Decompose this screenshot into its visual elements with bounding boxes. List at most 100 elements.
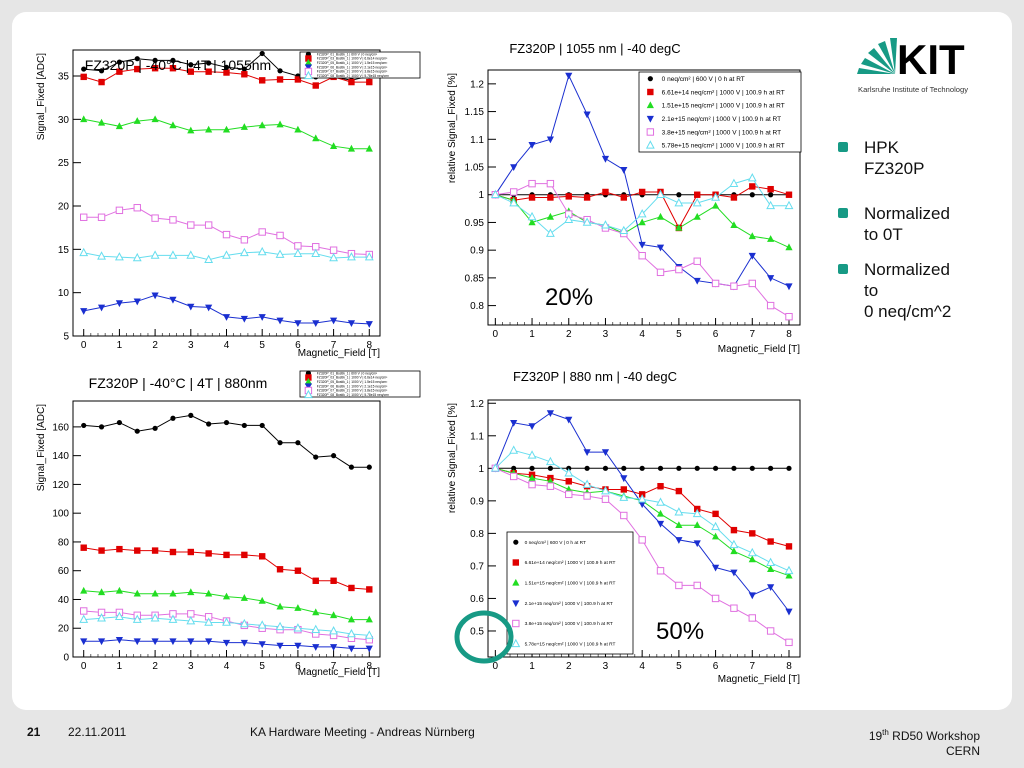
legend-label: FZ320P_01_Bostik_1 | 600 V | 0 neq/cm² xyxy=(317,371,378,375)
data-point xyxy=(693,257,701,265)
legend-box xyxy=(638,71,802,153)
y-tick-label: 160 xyxy=(52,422,69,433)
data-point xyxy=(675,265,683,274)
data-point xyxy=(747,173,757,182)
data-point xyxy=(188,62,194,68)
x-tick-label: 3 xyxy=(603,661,609,672)
x-tick-label: 0 xyxy=(493,329,499,340)
data-point xyxy=(510,419,518,427)
data-point xyxy=(205,68,212,75)
x-axis-label: Magnetic_Field [T] xyxy=(718,344,800,355)
legend-label: FZ320P_01_Bostik_1 | 600 V | 0 neq/cm² xyxy=(317,52,378,56)
data-point xyxy=(206,421,212,427)
data-point xyxy=(241,71,248,78)
y-tick-label: 5 xyxy=(63,332,69,343)
data-point xyxy=(693,277,701,285)
data-point xyxy=(545,456,555,466)
bullet-list: HPK FZ320P Normalized to 0T Normalized t… xyxy=(838,137,1018,336)
y-tick-label: 1 xyxy=(478,464,484,475)
data-point xyxy=(133,638,141,646)
data-point xyxy=(81,66,87,72)
data-point xyxy=(347,252,356,261)
data-point xyxy=(186,250,196,259)
legend-label: 6.61e+14 neq/cm² | 1000 V | 100.9 h at R… xyxy=(662,89,785,96)
data-point xyxy=(312,608,320,616)
data-point xyxy=(786,465,792,471)
data-point xyxy=(134,547,141,554)
legend-label: FZ320P_08_Bostik_2 | 1000 V | 5.78e15 ne… xyxy=(317,393,390,397)
data-point xyxy=(97,118,106,126)
data-point xyxy=(564,214,574,223)
data-point xyxy=(312,320,320,327)
data-point xyxy=(80,586,88,594)
data-point xyxy=(116,419,123,426)
y-tick-label: 15 xyxy=(58,245,70,256)
data-point xyxy=(601,220,610,229)
data-point xyxy=(510,164,518,172)
data-point xyxy=(206,60,212,66)
x-tick-label: 8 xyxy=(367,661,373,672)
data-point xyxy=(768,192,774,198)
chart-title: FZ320P | -40°C | 4T | 1055nm xyxy=(85,57,271,73)
data-point xyxy=(329,246,338,254)
data-point xyxy=(711,279,720,288)
data-point xyxy=(80,308,88,315)
data-point xyxy=(656,212,665,220)
data-point xyxy=(276,642,284,650)
data-point xyxy=(293,248,303,257)
y-tick-label: 1 xyxy=(478,190,484,201)
data-point xyxy=(115,636,124,644)
data-point xyxy=(364,252,374,261)
data-point xyxy=(275,249,285,258)
legend-marker xyxy=(303,389,313,399)
legend-marker xyxy=(305,55,312,62)
legend-label: 5.78e+15 neq/cm² | 1000 V | 100.9 h at R… xyxy=(662,143,785,150)
data-point xyxy=(240,594,248,601)
x-tick-label: 0 xyxy=(81,661,87,672)
legend-marker xyxy=(646,101,654,109)
data-point xyxy=(293,623,303,632)
x-tick-label: 0 xyxy=(493,661,499,672)
data-point xyxy=(169,638,177,646)
data-point xyxy=(347,320,356,327)
data-point xyxy=(311,624,321,633)
data-point xyxy=(656,509,665,517)
data-point xyxy=(730,604,738,612)
x-tick-label: 7 xyxy=(331,340,337,351)
data-point xyxy=(80,115,88,123)
data-point xyxy=(730,526,738,534)
data-point xyxy=(98,547,105,554)
data-point xyxy=(583,449,591,457)
data-point xyxy=(638,188,646,196)
data-point xyxy=(511,465,517,471)
data-point xyxy=(620,194,628,201)
data-point xyxy=(693,581,701,590)
data-point xyxy=(490,189,500,199)
legend-marker xyxy=(647,88,654,96)
y-tick-label: 10 xyxy=(58,288,70,299)
plot-frame xyxy=(72,49,381,337)
data-point xyxy=(749,183,756,190)
data-point xyxy=(240,315,248,323)
data-point xyxy=(639,465,645,471)
data-point xyxy=(169,548,177,556)
legend-marker xyxy=(645,140,655,149)
legend-marker xyxy=(512,619,520,628)
legend-label: FZ320P_06_Bostik_1 | 1000 V | 2.1e15 neq… xyxy=(317,65,388,69)
data-point xyxy=(528,218,536,226)
data-point xyxy=(711,564,720,572)
data-point xyxy=(729,178,739,187)
highlight-circle xyxy=(454,610,514,664)
data-point xyxy=(528,142,536,149)
data-point xyxy=(674,507,684,516)
data-point xyxy=(79,614,89,623)
data-point xyxy=(509,445,519,454)
x-tick-label: 8 xyxy=(786,329,792,340)
workshop-place: CERN xyxy=(945,744,980,758)
data-point xyxy=(766,301,775,310)
data-point xyxy=(311,248,321,257)
data-point xyxy=(151,292,159,300)
data-point xyxy=(638,218,646,226)
legend-label: 0 neq/cm² | 600 V | 0 h at RT xyxy=(662,76,745,83)
data-point xyxy=(785,191,793,198)
